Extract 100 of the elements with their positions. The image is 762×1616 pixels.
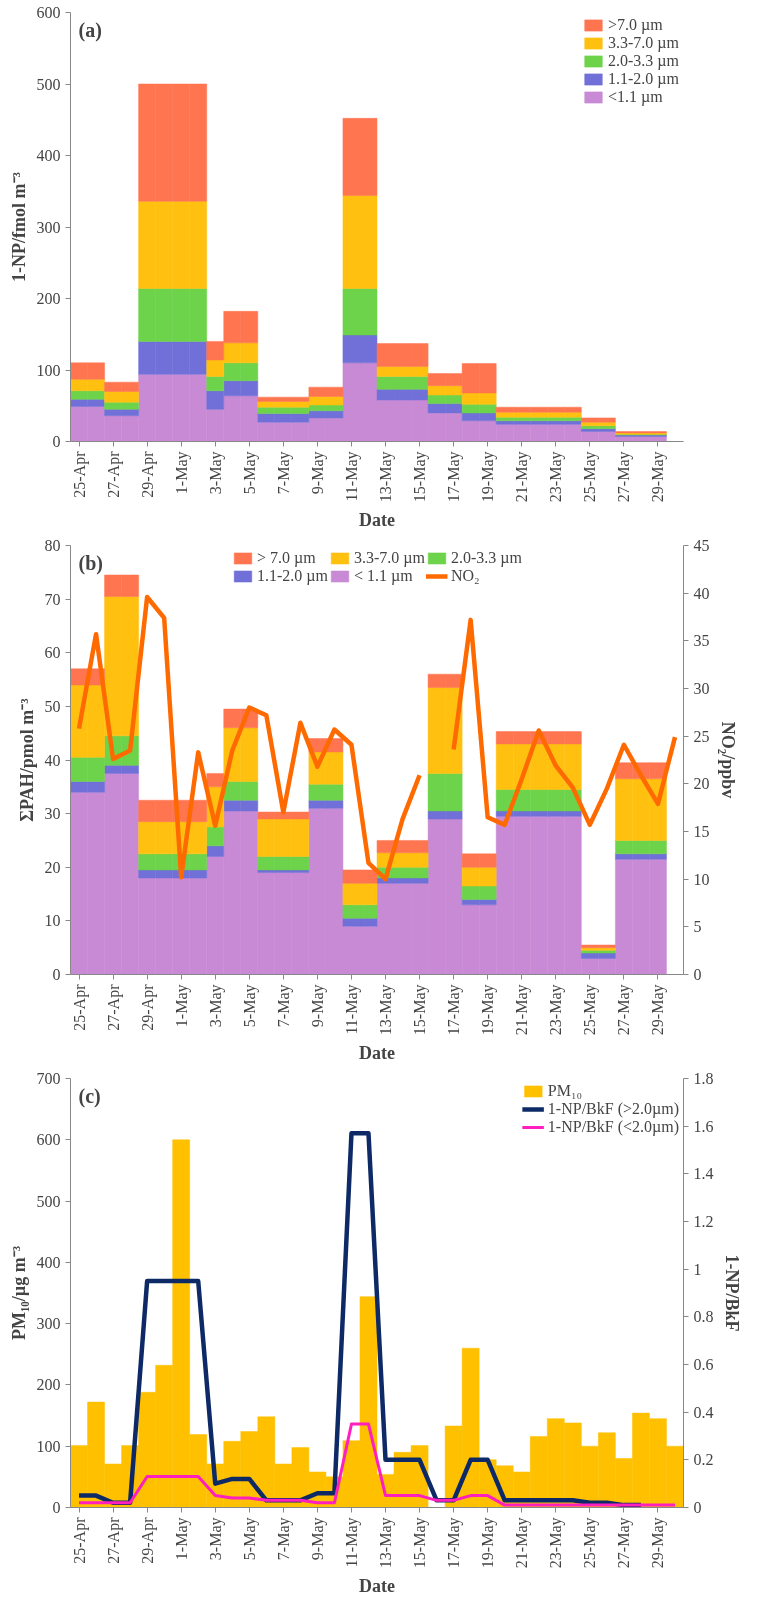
x-tick-label: 27-May: [615, 451, 634, 503]
y2-tick-label: 20: [693, 775, 710, 793]
x-tick-label: 9-May: [308, 1517, 327, 1561]
legend-label: NO₂: [451, 567, 480, 585]
x-tick-label: 7-May: [274, 451, 293, 495]
x-tick-label: 29-Apr: [138, 1516, 157, 1564]
y2-tick-label: 40: [693, 584, 710, 602]
y-tick-label: 30: [44, 805, 61, 823]
x-tick-label: 15-May: [411, 984, 430, 1036]
annotation: (a): [78, 18, 102, 42]
legend-label: 3.3-7.0 µm: [608, 34, 679, 52]
y-axis-title: 1-NP/fmol m⁻³: [8, 171, 29, 282]
y2-tick-label: 0.2: [693, 1451, 714, 1469]
y2-tick-label: 1.6: [693, 1117, 714, 1135]
x-tick-label: 29-May: [649, 1517, 668, 1569]
x-axis-title: Date: [359, 1043, 395, 1064]
x-tick-label: 21-May: [513, 451, 532, 503]
x-tick-label: 11-May: [342, 984, 361, 1035]
y-tick-label: 80: [44, 537, 61, 554]
y-tick-label: 200: [36, 1376, 61, 1394]
x-tick-label: 3-May: [206, 451, 225, 495]
x-tick-label: 17-May: [445, 1517, 464, 1569]
legend-label: < 1.1 µm: [354, 567, 413, 585]
x-tick-label: 25-Apr: [70, 450, 89, 498]
y2-tick-label: 35: [693, 632, 710, 650]
y2-tick-label: 0.8: [693, 1308, 714, 1326]
x-tick-label: 11-May: [342, 451, 361, 502]
legend-label: > 7.0 µm: [257, 549, 316, 567]
legend-label: 3.3-7.0 µm: [354, 549, 425, 567]
y-tick-label: 70: [44, 590, 61, 608]
x-tick-label: 29-May: [649, 984, 668, 1036]
x-tick-label: 9-May: [308, 451, 327, 495]
y-tick-label: 700: [36, 1070, 61, 1087]
y-tick-label: 10: [44, 912, 61, 930]
y2-tick-label: 25: [693, 727, 710, 745]
annotation: (b): [78, 551, 103, 575]
y2-tick-label: 0.6: [693, 1356, 714, 1373]
x-tick-label: 27-Apr: [104, 450, 123, 498]
legend-label: 2.0-3.3 µm: [608, 52, 679, 70]
y2-tick-label: 5: [693, 918, 702, 936]
x-tick-label: 19-May: [479, 984, 498, 1036]
y-axis-title: PM₁₀/µg m⁻³: [8, 1245, 29, 1341]
x-tick-label: 27-Apr: [104, 983, 123, 1031]
x-tick-label: 25-May: [581, 1517, 600, 1569]
y-axis-title: ΣPAH/pmol m⁻³: [16, 697, 37, 822]
y2-tick-label: 0: [693, 1499, 702, 1516]
x-tick-label: 21-May: [513, 984, 532, 1036]
x-tick-label: 25-May: [581, 984, 600, 1036]
y-tick-label: 0: [52, 433, 61, 450]
x-tick-label: 25-May: [581, 451, 600, 503]
x-tick-label: 1-May: [172, 1517, 191, 1561]
y-tick-label: 600: [36, 4, 61, 21]
legend-label: >7.0 µm: [608, 16, 663, 34]
legend-label: <1.1 µm: [608, 88, 663, 106]
annotation: (c): [78, 1084, 101, 1108]
x-tick-label: 5-May: [240, 1517, 259, 1561]
y2-tick-label: 0.4: [693, 1403, 714, 1421]
x-tick-label: 25-Apr: [70, 983, 89, 1031]
y-tick-label: 400: [36, 147, 61, 164]
x-tick-label: 21-May: [513, 1517, 532, 1569]
y-tick-label: 50: [44, 697, 61, 715]
x-tick-label: 23-May: [547, 451, 566, 503]
x-tick-label: 15-May: [411, 451, 430, 503]
x-tick-label: 13-May: [377, 984, 396, 1036]
y-tick-label: 500: [36, 75, 61, 93]
x-tick-label: 11-May: [342, 1517, 361, 1568]
x-tick-label: 19-May: [479, 451, 498, 503]
y2-tick-label: 10: [693, 870, 710, 888]
x-axis-title: Date: [359, 1576, 395, 1597]
y-tick-label: 600: [36, 1131, 61, 1149]
legend-label: PM₁₀: [547, 1082, 583, 1100]
x-tick-label: 29-Apr: [138, 983, 157, 1031]
y2-tick-label: 30: [693, 680, 710, 697]
x-tick-label: 3-May: [206, 1517, 225, 1561]
y2-tick-label: 0: [693, 966, 702, 983]
x-tick-label: 29-Apr: [138, 450, 157, 498]
y-tick-label: 100: [36, 361, 61, 379]
x-tick-label: 1-May: [172, 451, 191, 495]
y2-axis-title: 1-NP/BkF: [721, 1254, 742, 1332]
y2-tick-label: 1: [693, 1260, 702, 1278]
x-tick-label: 27-Apr: [104, 1516, 123, 1564]
y2-tick-label: 1.2: [693, 1213, 714, 1230]
y2-axis-title: NO₂/ppbv: [717, 721, 738, 799]
x-tick-label: 15-May: [411, 1517, 430, 1569]
x-tick-label: 13-May: [377, 1517, 396, 1569]
y-tick-label: 100: [36, 1437, 61, 1455]
legend-label: 2.0-3.3 µm: [451, 549, 522, 567]
y-tick-label: 200: [36, 290, 61, 307]
y-tick-label: 400: [36, 1253, 61, 1271]
legend-label: 1.1-2.0 µm: [608, 70, 679, 88]
x-axis-title: Date: [359, 510, 395, 531]
x-tick-label: 17-May: [445, 984, 464, 1036]
y-tick-label: 40: [44, 751, 61, 769]
x-tick-label: 9-May: [308, 984, 327, 1028]
legend-label: 1.1-2.0 µm: [257, 567, 328, 585]
x-tick-label: 23-May: [547, 1517, 566, 1569]
y-tick-label: 20: [44, 858, 61, 876]
legend-label: 1-NP/BkF (<2.0µm): [547, 1118, 679, 1136]
y2-tick-label: 45: [693, 537, 710, 554]
x-tick-label: 7-May: [274, 984, 293, 1028]
